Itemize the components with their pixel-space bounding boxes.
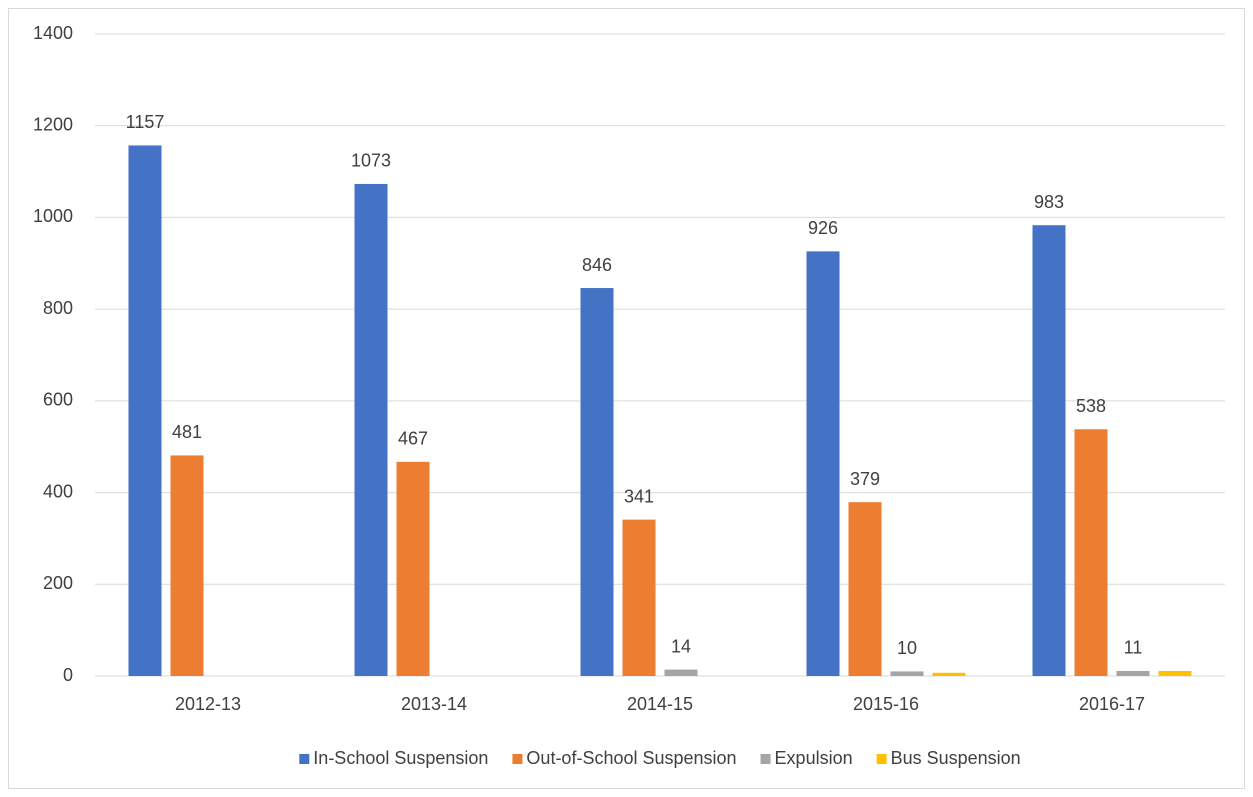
data-label: 983 <box>1034 192 1064 212</box>
data-label: 1073 <box>351 151 391 171</box>
x-tick-label: 2015-16 <box>853 694 919 714</box>
data-label: 379 <box>850 469 880 489</box>
x-tick-label: 2014-15 <box>627 694 693 714</box>
y-tick-label: 1200 <box>33 114 73 134</box>
bar <box>806 251 840 676</box>
legend-label: Out-of-School Suspension <box>526 748 736 768</box>
data-label: 538 <box>1076 396 1106 416</box>
bar <box>1116 670 1150 676</box>
legend-swatch <box>760 754 771 764</box>
data-label: 341 <box>624 486 654 506</box>
bar <box>354 183 388 676</box>
x-tick-label: 2013-14 <box>401 694 467 714</box>
x-tick-label: 2012-13 <box>175 694 241 714</box>
data-label: 11 <box>1124 638 1143 658</box>
x-tick-label: 2016-17 <box>1079 694 1145 714</box>
bar <box>396 461 430 676</box>
y-tick-label: 200 <box>43 573 73 593</box>
data-label: 1157 <box>126 112 165 132</box>
bar <box>890 671 924 676</box>
bar <box>664 669 698 676</box>
legend-swatch <box>299 754 310 764</box>
bar <box>1158 670 1192 676</box>
y-tick-label: 400 <box>43 481 73 501</box>
bar <box>1032 225 1066 676</box>
data-label: 14 <box>671 636 691 656</box>
data-label: 926 <box>808 218 838 238</box>
data-label: 846 <box>582 255 612 275</box>
data-label: 481 <box>172 422 202 442</box>
bar <box>622 519 656 676</box>
legend-swatch <box>876 754 887 764</box>
y-tick-label: 1400 <box>33 23 73 43</box>
legend-label: Bus Suspension <box>891 748 1021 768</box>
y-tick-label: 600 <box>43 390 73 410</box>
bar <box>128 145 162 676</box>
y-tick-label: 800 <box>43 298 73 318</box>
legend-label: In-School Suspension <box>313 748 488 768</box>
bar <box>932 672 966 676</box>
data-label: 10 <box>897 638 917 658</box>
bar <box>1074 429 1108 676</box>
data-label: 467 <box>398 429 428 449</box>
legend-swatch <box>512 754 523 764</box>
legend-label: Expulsion <box>775 748 853 768</box>
bar <box>170 455 204 676</box>
legend: In-School Suspension Out-of-School Suspen… <box>299 748 1021 768</box>
bar <box>580 288 614 676</box>
y-tick-label: 1000 <box>33 206 73 226</box>
y-tick-label: 0 <box>63 665 73 685</box>
bar <box>848 502 882 676</box>
